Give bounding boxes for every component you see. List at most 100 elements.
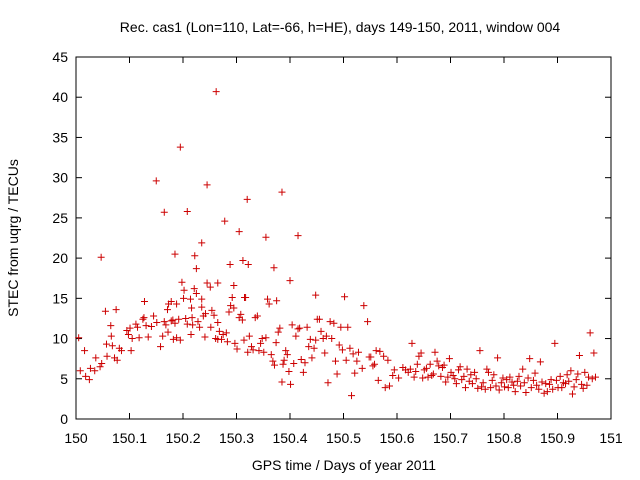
- data-point: [501, 383, 509, 391]
- data-point: [317, 327, 325, 335]
- data-point: [208, 306, 216, 314]
- data-point: [315, 315, 323, 323]
- data-point: [303, 323, 311, 331]
- x-tick-label: 150.6: [379, 430, 414, 446]
- data-point: [531, 369, 539, 377]
- x-tick-label: 151: [599, 430, 623, 446]
- data-point: [142, 322, 150, 330]
- data-point: [282, 347, 290, 355]
- data-point: [481, 385, 489, 393]
- data-point: [107, 332, 115, 340]
- x-tick-label: 150.2: [165, 430, 200, 446]
- data-point: [132, 320, 140, 328]
- data-point: [178, 278, 186, 286]
- data-point: [240, 336, 248, 344]
- y-tick-label: 10: [52, 331, 68, 347]
- data-point: [265, 300, 273, 308]
- data-point: [163, 306, 171, 314]
- data-point: [536, 358, 544, 366]
- data-point: [305, 343, 313, 351]
- data-point: [545, 380, 553, 388]
- data-point: [575, 351, 583, 359]
- data-point: [214, 318, 222, 326]
- data-point: [288, 321, 296, 329]
- data-point: [171, 250, 179, 258]
- data-point: [82, 372, 90, 380]
- data-point: [369, 362, 377, 370]
- data-point: [467, 371, 475, 379]
- data-point: [245, 332, 253, 340]
- data-point: [513, 377, 521, 385]
- data-point: [117, 347, 125, 355]
- data-point: [490, 371, 498, 379]
- data-point: [506, 373, 514, 381]
- data-point: [260, 348, 268, 356]
- y-tick-label: 45: [52, 49, 68, 65]
- data-point: [171, 319, 179, 327]
- data-point: [335, 341, 343, 349]
- data-point: [549, 385, 557, 393]
- data-point: [279, 360, 287, 368]
- data-point: [449, 372, 457, 380]
- data-point: [417, 349, 425, 357]
- data-point: [483, 365, 491, 373]
- data-point: [223, 338, 231, 346]
- data-point: [540, 389, 548, 397]
- y-axis: 0 5 10 15 20 25 30 35 40 45: [52, 49, 611, 427]
- data-point: [504, 384, 512, 392]
- data-point: [426, 360, 434, 368]
- data-point: [435, 362, 443, 370]
- data-point: [290, 359, 298, 367]
- data-point: [527, 384, 535, 392]
- data-point: [286, 277, 294, 285]
- data-point: [341, 293, 349, 301]
- data-point: [331, 357, 339, 365]
- x-tick-label: 150: [64, 430, 88, 446]
- data-point: [552, 376, 560, 384]
- data-point: [273, 297, 281, 305]
- data-point: [127, 347, 135, 355]
- data-point: [328, 335, 336, 343]
- x-axis: 150 150.1 150.2 150.3 150.4 150.5 150.6 150.7 15…: [64, 57, 623, 446]
- data-point: [221, 217, 229, 225]
- data-point: [479, 379, 487, 387]
- data-point: [586, 329, 594, 337]
- data-point: [408, 339, 416, 347]
- data-point: [237, 310, 245, 318]
- data-point: [579, 384, 587, 392]
- data-point: [233, 345, 241, 353]
- data-point: [160, 318, 168, 326]
- data-point: [278, 188, 286, 196]
- y-tick-label: 20: [52, 250, 68, 266]
- data-point: [187, 331, 195, 339]
- data-point: [85, 376, 93, 384]
- data-point: [424, 373, 432, 381]
- data-point: [212, 88, 220, 96]
- data-point: [214, 279, 222, 287]
- data-point: [189, 321, 197, 329]
- data-point: [390, 366, 398, 374]
- data-point: [101, 307, 109, 315]
- x-tick-label: 150.8: [486, 430, 521, 446]
- data-point: [210, 311, 218, 319]
- data-point: [264, 295, 272, 303]
- data-point: [92, 354, 100, 362]
- data-point: [76, 367, 84, 375]
- data-point: [543, 388, 551, 396]
- data-point: [461, 384, 469, 392]
- y-tick-label: 35: [52, 129, 68, 145]
- data-point: [529, 376, 537, 384]
- x-tick-label: 150.9: [540, 430, 575, 446]
- data-point: [191, 252, 199, 260]
- data-point: [135, 334, 143, 342]
- data-point: [572, 376, 580, 384]
- data-point: [194, 318, 202, 326]
- data-point: [452, 380, 460, 388]
- data-point: [86, 364, 94, 372]
- data-point: [269, 357, 277, 365]
- data-point: [395, 374, 403, 382]
- data-point: [173, 300, 181, 308]
- data-point: [126, 324, 134, 332]
- data-point: [410, 373, 418, 381]
